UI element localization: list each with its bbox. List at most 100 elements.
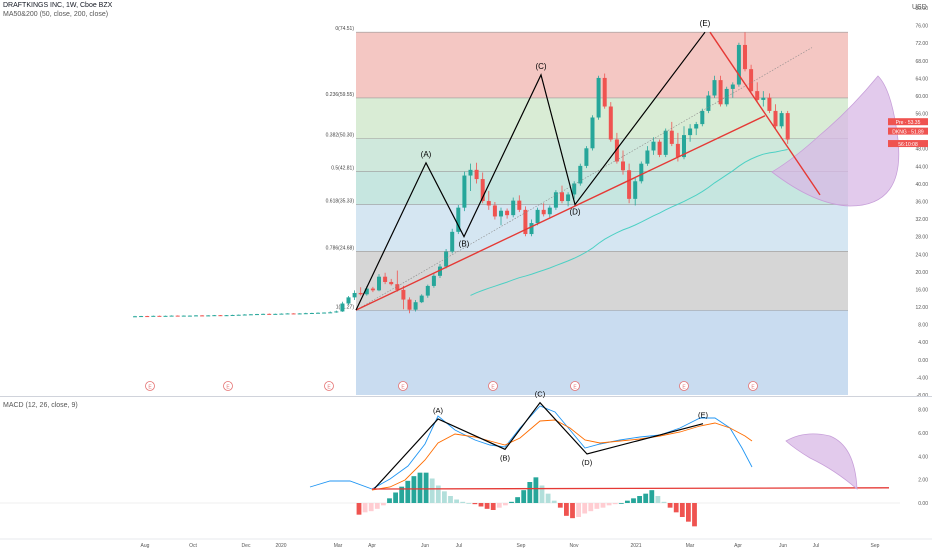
candle-body xyxy=(743,44,747,70)
earnings-marker xyxy=(488,381,498,391)
candle-body xyxy=(139,316,144,318)
candle-body xyxy=(694,124,699,129)
candle-body xyxy=(590,117,595,149)
candle-body xyxy=(669,130,674,144)
candle-body xyxy=(706,95,711,111)
price-axis-tick: 48.00 xyxy=(915,147,928,153)
indicator-title: MA50&200 (50, close, 200, close) xyxy=(3,11,109,18)
macd-title: MACD (12, 26, close, 9) xyxy=(3,402,78,409)
time-axis-tick: Oct xyxy=(189,543,197,549)
candle-body xyxy=(456,207,461,232)
candle-body xyxy=(334,311,339,313)
macd-histogram-bar xyxy=(557,503,563,508)
macd-histogram-bar xyxy=(631,498,636,503)
candle-body xyxy=(181,315,186,317)
candle-body xyxy=(419,295,424,303)
candle-body xyxy=(291,313,296,315)
macd-histogram-bar xyxy=(661,501,667,503)
candle-body xyxy=(572,183,577,195)
candle-body xyxy=(340,303,345,312)
macd-histogram-bar xyxy=(692,503,697,527)
candle-body xyxy=(230,314,235,316)
macd-wave-path xyxy=(373,401,704,490)
candle-body xyxy=(383,276,388,282)
macd-histogram-bar xyxy=(551,500,557,503)
candle-body xyxy=(444,251,449,267)
elliott-wave-path xyxy=(355,31,706,311)
macd-histogram-bar xyxy=(527,482,533,503)
earnings-marker-label: E xyxy=(327,385,331,391)
macd-histogram-bar xyxy=(466,503,472,504)
earnings-marker-label: E xyxy=(401,385,405,391)
macd-histogram-bar xyxy=(442,491,447,503)
macd-histogram-bar xyxy=(686,503,691,522)
candle-body xyxy=(352,292,357,298)
earnings-marker xyxy=(748,381,758,391)
earnings-marker-label: E xyxy=(682,385,686,391)
price-axis-tick: 56.00 xyxy=(915,112,928,118)
candle-body xyxy=(602,77,607,107)
macd-projection-shape xyxy=(785,433,858,490)
candle-body xyxy=(151,315,156,317)
price-label-badge xyxy=(888,140,928,148)
candle-body xyxy=(651,141,656,151)
macd-axis-tick: 2.00 xyxy=(918,478,928,484)
fib-level-label: 0.618(35.33) xyxy=(326,198,355,204)
wave-label: (B) xyxy=(459,240,470,249)
candle-body xyxy=(755,91,760,100)
time-axis-tick: Sep xyxy=(871,543,880,549)
macd-axis-tick: 8.00 xyxy=(918,408,928,414)
fib-zone xyxy=(356,251,848,311)
macd-histogram-bar xyxy=(472,503,478,505)
candle-body xyxy=(431,275,436,286)
candle-body xyxy=(377,276,381,291)
candle-body xyxy=(700,110,705,125)
price-axis-tick: 8.00 xyxy=(918,323,928,329)
candle-body xyxy=(261,313,266,315)
fib-zone xyxy=(356,32,848,98)
candle-body xyxy=(316,312,320,314)
macd-histogram-bar xyxy=(625,500,630,503)
candle-body xyxy=(675,143,680,158)
candle-body xyxy=(309,312,314,314)
macd-axis-tick: 0.00 xyxy=(918,501,928,507)
macd-histogram-bar xyxy=(582,503,588,514)
candle-body xyxy=(663,130,668,155)
candle-body xyxy=(779,113,784,127)
candle-body xyxy=(541,209,546,215)
candle-body xyxy=(200,315,205,317)
macd-histogram-bar xyxy=(509,501,514,503)
macd-histogram-bar xyxy=(564,503,569,516)
candle-body xyxy=(584,148,589,166)
macd-histogram-bar xyxy=(490,503,496,510)
candle-body xyxy=(395,284,400,290)
candle-body xyxy=(322,312,327,314)
candle-body xyxy=(682,135,686,158)
macd-histogram-bar xyxy=(387,498,392,503)
candle-body xyxy=(438,266,442,276)
candle-body xyxy=(407,299,412,310)
fib-level-label: 0.236(59.55) xyxy=(326,92,355,98)
candle-body xyxy=(358,292,363,295)
candle-body xyxy=(639,163,644,182)
price-axis-tick: 0.00 xyxy=(918,358,928,364)
candle-body xyxy=(492,205,497,217)
candle-body xyxy=(645,150,650,164)
candle-body xyxy=(773,110,778,127)
candle-body xyxy=(761,97,766,100)
trend-line-resistance xyxy=(709,31,821,196)
candle-body xyxy=(285,313,290,315)
macd-histogram-bar xyxy=(515,497,520,503)
fib-zone xyxy=(356,171,848,205)
earnings-marker xyxy=(223,381,233,391)
candle-body xyxy=(608,106,613,140)
macd-histogram-bar xyxy=(533,477,539,503)
candle-body xyxy=(627,170,632,199)
candle-body xyxy=(175,315,180,317)
candle-body xyxy=(505,210,510,216)
candle-body xyxy=(462,175,467,208)
candle-body xyxy=(688,128,693,136)
wave-label: (D) xyxy=(569,208,580,217)
candle-body xyxy=(596,77,601,118)
candle-body xyxy=(468,169,473,176)
